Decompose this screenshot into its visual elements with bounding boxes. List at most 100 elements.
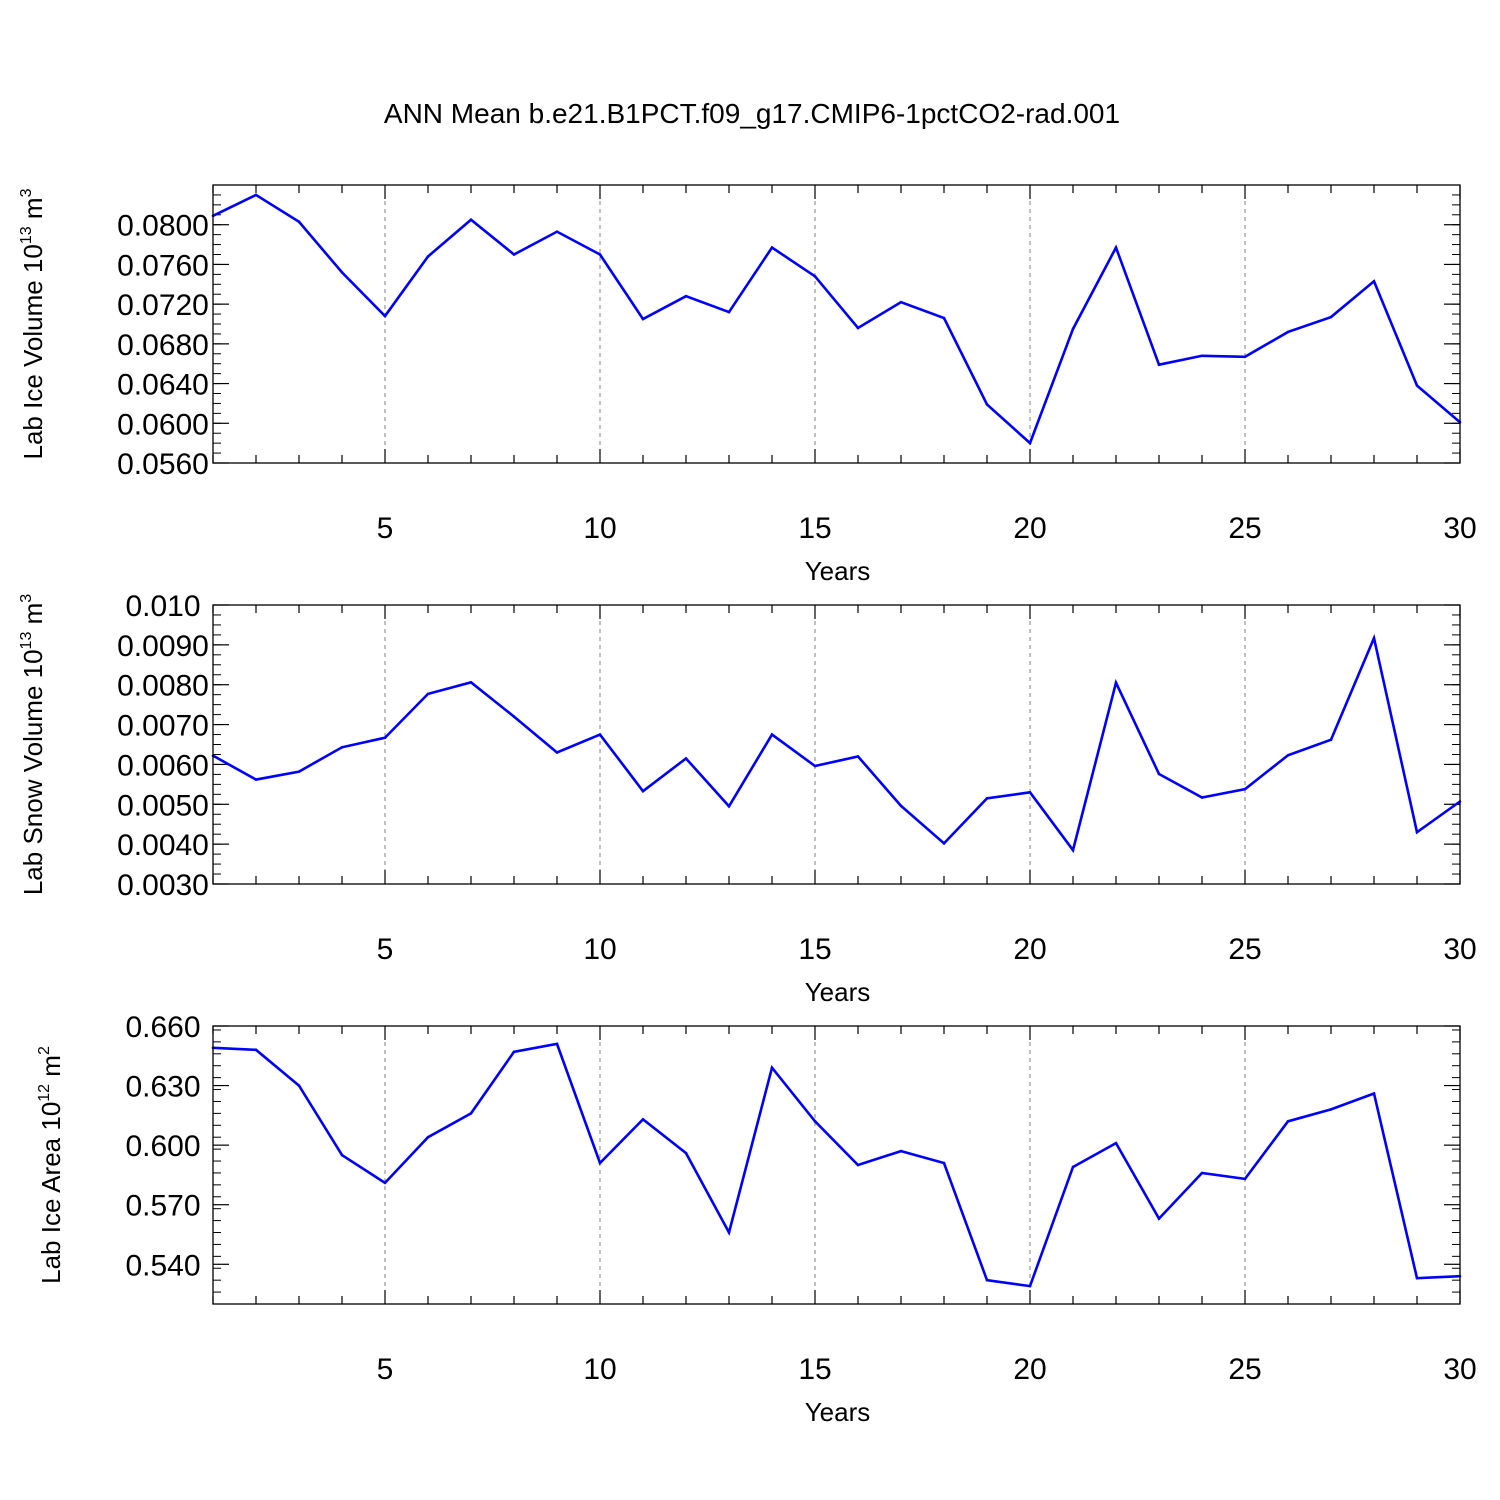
x-tick-label: 10 (583, 512, 616, 545)
plot-frame (212, 1025, 1461, 1305)
data-point (985, 797, 989, 800)
y-tick-label: 0.660 (125, 1011, 200, 1044)
data-point (1028, 791, 1032, 794)
data-point (469, 218, 473, 222)
data-point (1243, 787, 1247, 791)
data-point (469, 681, 473, 684)
data-point (1372, 636, 1376, 640)
y-tick-label: 0.0640 (117, 369, 209, 402)
y-axis-label: Lab Snow Volume 1013 m3 (18, 594, 48, 895)
x-axis-label: Years (805, 977, 871, 1007)
data-point (942, 842, 946, 845)
data-point (684, 294, 688, 298)
x-tick-label: 5 (377, 512, 394, 545)
data-point (985, 403, 989, 406)
data-point (469, 1112, 473, 1115)
y-tick-label: 0.0720 (117, 289, 209, 322)
x-tick-label: 15 (798, 512, 831, 545)
x-axis-label: Years (805, 556, 871, 586)
data-point (684, 757, 688, 760)
data-point (684, 1151, 688, 1155)
x-tick-label: 25 (1228, 933, 1261, 966)
data-point (340, 745, 344, 749)
data-point (340, 1153, 344, 1157)
data-point (383, 1181, 387, 1185)
data-point (1286, 753, 1290, 757)
y-tick-label: 0.0600 (117, 408, 209, 441)
data-point (942, 316, 946, 320)
data-point (383, 314, 387, 318)
data-point (1157, 1217, 1161, 1220)
x-axis-label: Years (805, 1397, 871, 1427)
data-point (297, 1084, 301, 1087)
data-point (856, 1163, 860, 1167)
data-point (1071, 1165, 1075, 1169)
x-tick-label: 10 (583, 933, 616, 966)
data-point (1415, 384, 1419, 387)
data-point (1200, 796, 1204, 799)
data-point (426, 692, 430, 696)
y-tick-label: 0.0800 (117, 210, 209, 243)
y-axis-label: Lab Ice Volume 1013 m3 (18, 188, 48, 459)
data-point (899, 1149, 903, 1153)
panels: 0.0560 0.0600 0.0640 0.0680 0.0720 0.0760 0.08… (18, 184, 1477, 1427)
data-point (641, 317, 645, 321)
plot-frame (212, 184, 1461, 464)
y-tick-label: 0.540 (125, 1249, 200, 1282)
data-point (641, 1118, 645, 1121)
x-tick-label: 20 (1013, 1353, 1046, 1386)
data-point (555, 1042, 559, 1046)
x-tick-label: 25 (1228, 1353, 1261, 1386)
data-point (598, 253, 602, 256)
y-tick-label: 0.0760 (117, 249, 209, 282)
data-point (1372, 280, 1376, 283)
y-tick-label: 0.0060 (117, 749, 209, 782)
x-tick-label: 30 (1443, 1353, 1476, 1386)
data-point (512, 715, 516, 718)
data-point (813, 275, 817, 278)
data-point (297, 220, 301, 224)
data-point (1415, 830, 1419, 834)
data-point (1372, 1092, 1376, 1095)
data-point (254, 778, 258, 781)
x-tick-label: 5 (377, 1353, 394, 1386)
data-point (899, 300, 903, 304)
data-point (1286, 1120, 1290, 1123)
series-line-3 (212, 1042, 1461, 1288)
data-point (254, 193, 258, 197)
data-point (340, 271, 344, 274)
y-tick-label: 0.0090 (117, 630, 209, 663)
data-point (1114, 1141, 1118, 1145)
data-point (985, 1278, 989, 1282)
data-point (641, 789, 645, 793)
data-point (297, 770, 301, 773)
data-point (555, 230, 559, 233)
data-point (1329, 738, 1333, 742)
data-point (512, 253, 516, 256)
data-point (426, 1135, 430, 1139)
data-point (770, 733, 774, 736)
data-point (1243, 1177, 1247, 1181)
data-point (1071, 848, 1075, 852)
data-point (1071, 327, 1075, 331)
series-line-2 (212, 633, 1461, 854)
data-point (899, 804, 903, 808)
data-point (1114, 246, 1118, 249)
series-line-1 (212, 193, 1461, 446)
data-point (1415, 1276, 1419, 1280)
data-point (813, 1120, 817, 1123)
data-point (856, 755, 860, 758)
panel-2: 0.0030 0.0040 0.0050 0.0060 0.0070 0.0080 0.00… (18, 590, 1477, 1007)
x-tick-label: 15 (798, 933, 831, 966)
data-point (1157, 363, 1161, 367)
y-tick-label: 0.0560 (117, 448, 209, 481)
data-point (1114, 681, 1118, 685)
x-tick-label: 15 (798, 1353, 831, 1386)
x-tick-label: 30 (1443, 933, 1476, 966)
y-tick-label: 0.010 (125, 590, 200, 623)
data-point (1243, 355, 1247, 359)
data-point (727, 310, 731, 314)
data-point (1028, 1284, 1032, 1288)
x-tick-label: 10 (583, 1353, 616, 1386)
